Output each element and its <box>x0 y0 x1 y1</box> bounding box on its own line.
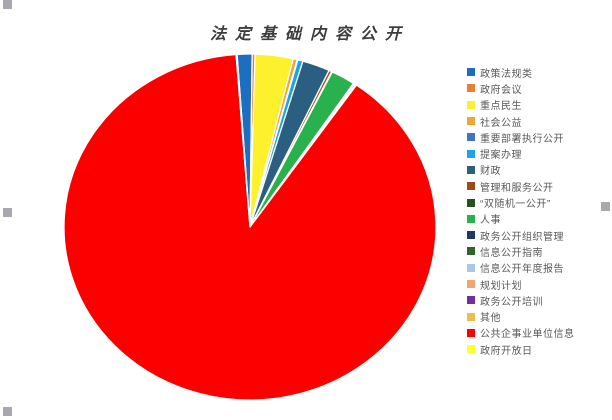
legend-label: 政府会议 <box>480 84 522 96</box>
legend-swatch <box>467 214 475 223</box>
legend-swatch <box>467 68 475 77</box>
legend-label: 政务公开培训 <box>480 296 543 308</box>
selection-handle-bottom-left[interactable] <box>3 407 12 416</box>
legend-item-0[interactable]: 政策法规类 <box>467 64 612 80</box>
legend-label: 人事 <box>480 215 501 227</box>
legend-item-16[interactable]: 公共企事业单位信息 <box>467 325 612 341</box>
legend-item-8[interactable]: “双随机一公开” <box>467 194 612 210</box>
legend-item-14[interactable]: 政务公开培训 <box>467 292 612 308</box>
legend-label: 管理和服务公开 <box>480 182 554 194</box>
legend-swatch <box>467 165 475 174</box>
legend-label: “双随机一公开” <box>480 199 551 211</box>
legend-label: 提案办理 <box>480 150 522 162</box>
legend-swatch <box>467 231 475 240</box>
legend-swatch <box>467 117 475 126</box>
legend-item-17[interactable]: 政府开放日 <box>467 341 612 357</box>
selection-handle-middle-left[interactable] <box>3 208 12 217</box>
legend-label: 政务公开组织管理 <box>480 231 564 243</box>
chart-legend: 政策法规类政府会议重点民生社会公益重要部署执行公开 提案办理财政管理和服务公开 “双… <box>467 64 612 357</box>
selection-handle-middle-right[interactable] <box>601 202 610 211</box>
legend-item-4[interactable]: 重要部署执行公开 <box>467 129 612 145</box>
legend-label: 政策法规类 <box>480 68 533 80</box>
legend-swatch <box>467 247 475 256</box>
legend-label: 财政 <box>480 166 501 178</box>
legend-item-1[interactable]: 政府会议 <box>467 80 612 96</box>
legend-label: 重要部署执行公开 <box>480 133 564 145</box>
legend-swatch <box>467 263 475 272</box>
legend-label: 信息公开年度报告 <box>480 264 564 276</box>
legend-swatch <box>467 312 475 321</box>
legend-item-12[interactable]: 信息公开年度报告 <box>467 260 612 276</box>
legend-label: 信息公开指南 <box>480 247 543 259</box>
pie-slice-17[interactable] <box>235 53 251 228</box>
legend-item-2[interactable]: 重点民生 <box>467 97 612 113</box>
legend-label: 公共企事业单位信息 <box>480 329 575 341</box>
legend-label: 重点民生 <box>480 101 522 113</box>
legend-label: 规划计划 <box>480 280 522 292</box>
legend-item-3[interactable]: 社会公益 <box>467 113 612 129</box>
legend-label: 社会公益 <box>480 117 522 129</box>
legend-swatch <box>467 198 475 207</box>
legend-item-15[interactable]: 其他 <box>467 308 612 324</box>
legend-swatch <box>467 345 475 354</box>
legend-swatch <box>467 100 475 109</box>
legend-item-11[interactable]: 信息公开指南 <box>467 243 612 259</box>
legend-item-13[interactable]: 规划计划 <box>467 276 612 292</box>
legend-item-5[interactable]: 提案办理 <box>467 145 612 161</box>
legend-swatch <box>467 328 475 337</box>
legend-swatch <box>467 296 475 305</box>
legend-swatch <box>467 149 475 158</box>
legend-item-9[interactable]: 人事 <box>467 211 612 227</box>
legend-item-10[interactable]: 政务公开组织管理 <box>467 227 612 243</box>
legend-swatch <box>467 84 475 93</box>
legend-swatch <box>467 280 475 288</box>
legend-label: 其他 <box>480 313 501 325</box>
chart-title[interactable]: 法定基础内容公开 <box>209 24 410 43</box>
legend-label: 政府开放日 <box>480 345 533 357</box>
legend-item-7[interactable]: 管理和服务公开 <box>467 178 612 194</box>
selection-handle-top-left[interactable] <box>3 0 12 9</box>
legend-swatch <box>467 182 475 191</box>
legend-swatch <box>467 133 475 142</box>
legend-item-6[interactable]: 财政 <box>467 162 612 178</box>
